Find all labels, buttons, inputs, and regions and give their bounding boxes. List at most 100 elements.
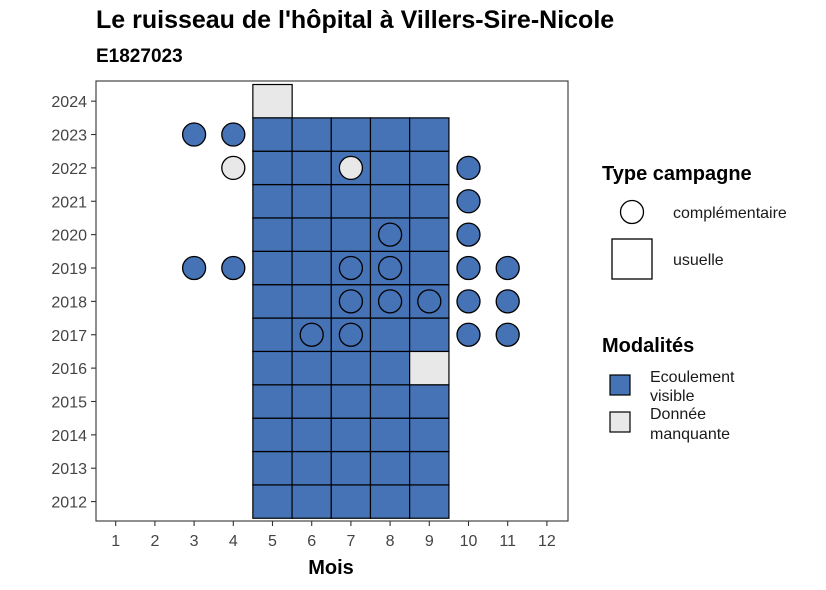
- square-9-2014: [409, 417, 450, 453]
- x-axis-title: Mois: [308, 557, 354, 579]
- x-tick-label-6: 6: [307, 533, 316, 550]
- square-6-2020: [291, 217, 332, 252]
- square-8-2016: [369, 350, 411, 386]
- square-7-2015: [330, 384, 372, 419]
- circle-11-2018: [495, 289, 520, 314]
- y-tick-label-2014: 2014: [51, 428, 87, 445]
- square-8-2022: [369, 150, 411, 186]
- square-8-2023: [369, 117, 411, 152]
- x-tick-label-11: 11: [499, 533, 516, 550]
- square-6-2022: [291, 150, 332, 186]
- circle-3-2023: [181, 122, 207, 147]
- square-5-2019: [252, 250, 293, 286]
- legend-type-title: Type campagne: [602, 163, 752, 185]
- square-9-2013: [409, 450, 450, 486]
- square-8-2014: [369, 417, 411, 453]
- circle-8-2020: [377, 222, 403, 247]
- square-5-2023: [252, 117, 293, 152]
- y-tick-label-2024: 2024: [51, 94, 87, 111]
- square-7-2016: [330, 350, 372, 386]
- square-6-2015: [291, 384, 332, 419]
- y-tick-label-2021: 2021: [51, 194, 87, 211]
- square-9-2023: [409, 117, 450, 152]
- chart-title: Le ruisseau de l'hôpital à Villers-Sire-…: [96, 6, 615, 34]
- square-7-2020: [330, 217, 372, 252]
- circle-10-2022: [456, 155, 481, 181]
- square-5-2018: [252, 284, 293, 319]
- legend-label-manquante-line1: Donnée: [650, 406, 706, 423]
- circle-marks: [181, 122, 520, 347]
- square-8-2013: [369, 450, 411, 486]
- circle-10-2017: [456, 322, 481, 347]
- square-8-2015: [369, 384, 411, 419]
- square-6-2014: [291, 417, 332, 453]
- square-5-2020: [252, 217, 293, 252]
- square-7-2012: [330, 484, 372, 519]
- y-tick-label-2023: 2023: [51, 128, 87, 145]
- circle-8-2019: [377, 255, 403, 281]
- y-tick-label-2020: 2020: [51, 228, 87, 245]
- x-tick-label-9: 9: [425, 533, 434, 550]
- square-5-2024: [252, 83, 293, 119]
- square-5-2014: [252, 417, 293, 453]
- square-5-2015: [252, 384, 293, 419]
- x-tick-label-7: 7: [346, 533, 355, 550]
- x-tick-label-4: 4: [229, 533, 238, 550]
- square-7-2014: [330, 417, 372, 453]
- legend-modalites-title: Modalités: [602, 335, 694, 357]
- circle-7-2019: [338, 255, 364, 281]
- square-6-2021: [291, 184, 332, 219]
- circle-10-2021: [456, 189, 481, 214]
- circle-10-2020: [456, 222, 481, 247]
- circle-7-2018: [338, 289, 364, 314]
- square-marks: [252, 83, 450, 519]
- square-8-2021: [369, 184, 411, 219]
- legend-swatch-manquante: [609, 411, 631, 433]
- square-9-2022: [409, 150, 450, 186]
- square-6-2012: [291, 484, 332, 519]
- square-7-2021: [330, 184, 372, 219]
- square-6-2019: [291, 250, 332, 286]
- circle-8-2018: [377, 289, 403, 314]
- legend-item-complementaire: complémentaire: [673, 205, 787, 222]
- y-tick-label-2012: 2012: [51, 495, 87, 512]
- square-9-2017: [409, 317, 450, 353]
- x-tick-label-5: 5: [268, 533, 277, 550]
- square-9-2020: [409, 217, 450, 252]
- circle-4-2023: [221, 122, 246, 147]
- circle-10-2018: [456, 289, 481, 314]
- square-5-2013: [252, 450, 293, 486]
- circle-4-2022: [221, 155, 246, 181]
- square-6-2016: [291, 350, 332, 386]
- y-tick-label-2013: 2013: [51, 461, 87, 478]
- square-5-2012: [252, 484, 293, 519]
- x-tick-label-8: 8: [386, 533, 395, 550]
- circle-3-2019: [181, 255, 207, 281]
- square-9-2012: [409, 484, 450, 519]
- square-6-2023: [291, 117, 332, 152]
- square-5-2022: [252, 150, 293, 186]
- square-6-2013: [291, 450, 332, 486]
- circle-4-2019: [221, 255, 246, 281]
- square-8-2017: [369, 317, 411, 353]
- y-tick-label-2018: 2018: [51, 294, 87, 311]
- circle-6-2017: [299, 322, 324, 347]
- x-tick-label-10: 10: [460, 533, 478, 550]
- y-tick-label-2015: 2015: [51, 394, 87, 411]
- square-9-2016: [409, 350, 450, 386]
- square-7-2023: [330, 117, 372, 152]
- circle-11-2019: [495, 255, 520, 281]
- square-5-2021: [252, 184, 293, 219]
- y-tick-label-2016: 2016: [51, 361, 87, 378]
- x-tick-label-1: 1: [111, 533, 120, 550]
- chart-subtitle: E1827023: [96, 46, 183, 67]
- square-8-2012: [369, 484, 411, 519]
- axes: 1 2 3 4 5 6 7 8 9 10 11 122012201320142015201620172…: [51, 80, 569, 550]
- square-9-2015: [409, 384, 450, 419]
- legend-label-manquante-line2: manquante: [650, 426, 730, 443]
- legend-label-ecoulement-line2: visible: [650, 388, 695, 405]
- legend-item-usuelle: usuelle: [673, 252, 724, 269]
- legend-circle-swatch: [619, 199, 645, 225]
- x-tick-label-2: 2: [150, 533, 159, 550]
